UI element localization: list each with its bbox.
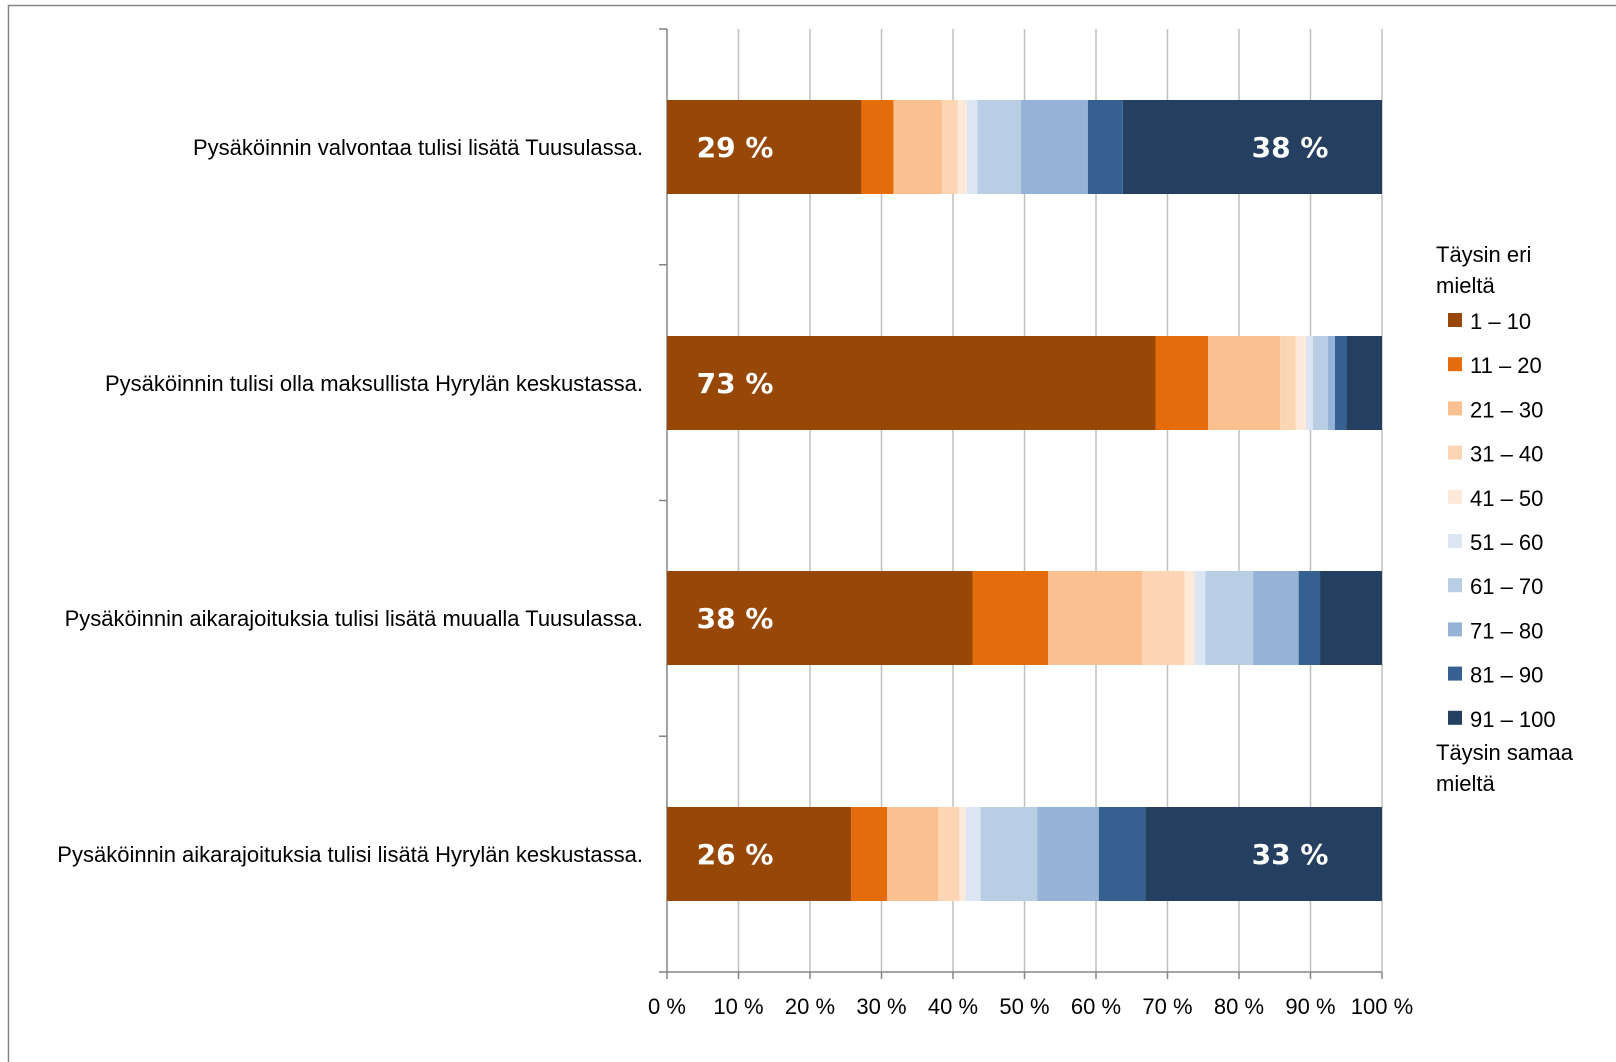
x-tick-label: 100 % [1351, 994, 1413, 1019]
bar-segment [1037, 807, 1099, 901]
bar-segment [893, 100, 942, 194]
x-tick-label: 90 % [1285, 994, 1335, 1019]
category-labels: Pysäköinnin valvontaa tulisi lisätä Tuus… [57, 135, 643, 867]
bar-segment [1087, 100, 1123, 194]
category-label: Pysäköinnin tulisi olla maksullista Hyry… [105, 371, 643, 396]
legend-swatch [1448, 666, 1462, 681]
bar-segment [1334, 336, 1347, 430]
data-labels: 29 % 38 % 73 % 38 % 26 % 33 % [697, 131, 1329, 871]
legend: Täysin eri mieltä 1 – 10 11 – 20 21 – 30 31 –… [1436, 242, 1574, 796]
category-label: Pysäköinnin valvontaa tulisi lisätä Tuus… [193, 135, 643, 160]
x-tick-label: 10 % [713, 994, 763, 1019]
bar-segment [941, 100, 958, 194]
data-label: 38 % [1252, 131, 1329, 164]
bar-segment [965, 807, 981, 901]
bar-segment [1253, 571, 1299, 665]
x-tick-label: 0 % [648, 994, 686, 1019]
bar-segment [966, 100, 978, 194]
legend-item-label: 21 – 30 [1470, 397, 1543, 422]
x-tick-label: 40 % [928, 994, 978, 1019]
legend-swatch [1448, 578, 1462, 593]
legend-header: Täysin eri mieltä [1436, 242, 1531, 298]
bar-segment [861, 100, 894, 194]
bar-segment [972, 571, 1049, 665]
legend-swatch [1448, 401, 1462, 416]
bar-segment [851, 807, 888, 901]
bars [667, 100, 1382, 901]
data-label: 29 % [697, 131, 774, 164]
legend-swatch [1448, 445, 1462, 460]
x-tick-label: 60 % [1071, 994, 1121, 1019]
bar-segment [959, 807, 966, 901]
legend-item-label: 81 – 90 [1470, 663, 1543, 688]
data-label: 73 % [697, 367, 774, 400]
bar-segment [1184, 571, 1195, 665]
data-label: 33 % [1252, 838, 1329, 871]
bar-segment [1346, 336, 1382, 430]
bar-segment [667, 336, 1156, 430]
bar-segment [667, 571, 973, 665]
category-label: Pysäköinnin aikarajoituksia tulisi lisät… [57, 842, 643, 867]
x-tick-label: 80 % [1214, 994, 1264, 1019]
bar-segment [1194, 571, 1206, 665]
legend-item-label: 91 – 100 [1470, 707, 1556, 732]
data-label: 38 % [697, 602, 774, 635]
legend-swatch [1448, 357, 1462, 372]
bar-segment [887, 807, 939, 901]
bar-segment [957, 100, 967, 194]
legend-item-label: 41 – 50 [1470, 486, 1543, 511]
chart-border [7, 4, 1616, 1062]
bar-segment [1122, 100, 1382, 194]
legend-item-label: 11 – 20 [1470, 353, 1542, 378]
bar-segment [1280, 336, 1296, 430]
bar-segment [1145, 807, 1382, 901]
bar-segment [1305, 336, 1313, 430]
legend-item-label: 1 – 10 [1470, 309, 1531, 334]
x-tick-label: 20 % [785, 994, 835, 1019]
category-label: Pysäköinnin aikarajoituksia tulisi lisät… [65, 606, 643, 631]
legend-swatch [1448, 710, 1462, 725]
bar-segment [1320, 571, 1382, 665]
legend-item-label: 61 – 70 [1470, 574, 1543, 599]
bar-segment [667, 100, 862, 194]
bar-segment [977, 100, 1021, 194]
bar-segment [667, 807, 852, 901]
legend-footer: Täysin samaa mieltä [1436, 740, 1574, 796]
bar-segment [1020, 100, 1088, 194]
x-tick-label: 70 % [1142, 994, 1192, 1019]
bar-segment [1142, 571, 1185, 665]
data-label: 26 % [697, 838, 774, 871]
bar-segment [1298, 571, 1321, 665]
bar-segment [980, 807, 1038, 901]
x-tick-labels: 0 % 10 % 20 % 30 % 40 % 50 % 60 % 70 % 80 % 90 % 1… [648, 994, 1413, 1019]
legend-item-label: 51 – 60 [1470, 530, 1543, 555]
legend-swatch [1448, 534, 1462, 548]
bar-segment [1312, 336, 1328, 430]
x-tick-label: 30 % [856, 994, 906, 1019]
bar-segment [1205, 571, 1254, 665]
legend-swatch [1448, 489, 1462, 504]
x-tick-label: 50 % [999, 994, 1049, 1019]
bar-segment [1098, 807, 1146, 901]
bar-segment [1048, 571, 1143, 665]
legend-item-label: 71 – 80 [1470, 618, 1543, 643]
bar-segment [1295, 336, 1306, 430]
bar-segment [938, 807, 960, 901]
bar-segment [1327, 336, 1335, 430]
legend-swatch [1448, 622, 1462, 637]
bar-segment [1208, 336, 1281, 430]
legend-swatch [1448, 313, 1462, 327]
legend-item-label: 31 – 40 [1470, 442, 1543, 467]
bar-segment [1155, 336, 1209, 430]
